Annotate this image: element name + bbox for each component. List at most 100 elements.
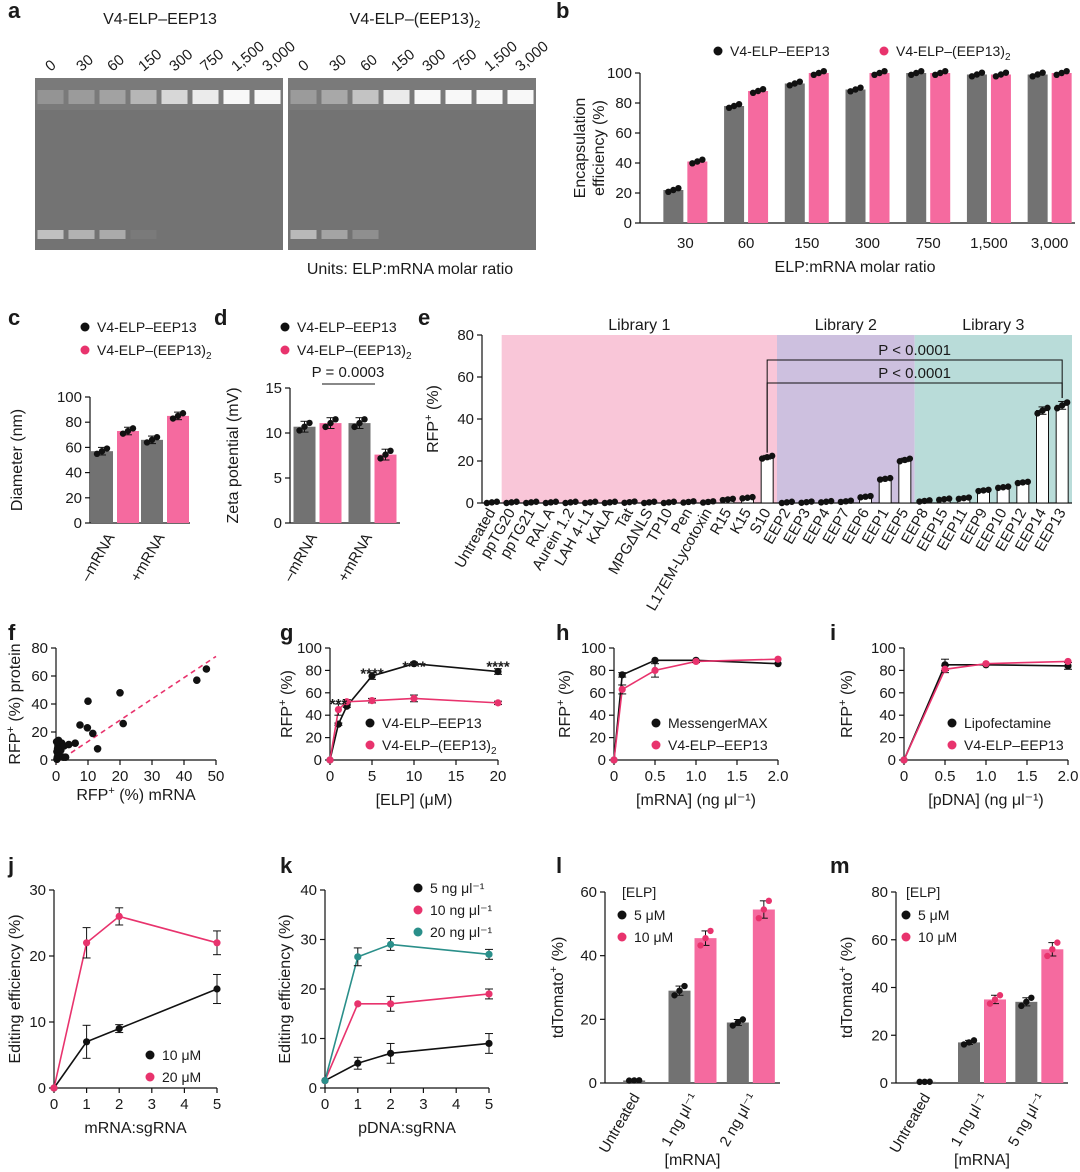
bar <box>141 439 163 523</box>
legend-item-marker <box>280 345 290 355</box>
gel-well-band <box>445 90 472 104</box>
bar <box>1036 410 1049 504</box>
data-point <box>758 455 766 462</box>
data-point <box>803 498 810 506</box>
data-point <box>689 160 696 167</box>
data-point <box>960 1041 968 1048</box>
data-point <box>676 987 683 994</box>
data-point <box>822 498 830 505</box>
data-point <box>739 1016 747 1023</box>
legend-item-marker <box>280 322 290 332</box>
data-point <box>522 499 530 507</box>
data-point <box>301 423 308 430</box>
data-point <box>937 69 944 77</box>
data-point <box>921 1078 928 1086</box>
y-tick-label: 80 <box>31 640 48 657</box>
bar <box>167 415 189 523</box>
x-tick-label: 5 ng μl⁻¹ <box>1005 1090 1049 1149</box>
y-tick-label: 20 <box>65 490 82 507</box>
panel-letter-m: m <box>830 853 850 878</box>
legend-item: V4-ELP–(EEP13)2 <box>382 737 497 757</box>
gel-free-mrna-band <box>321 230 348 239</box>
x-tick-label: 10 <box>80 768 97 785</box>
legend-item: 20 ng μl⁻¹ <box>430 924 492 940</box>
significance-bracket <box>766 382 1063 453</box>
gel-lane-label: 0 <box>295 57 312 75</box>
gel-lane-label: 150 <box>388 46 418 75</box>
data-point <box>881 475 889 483</box>
data-point <box>926 497 933 504</box>
data-point <box>645 499 653 506</box>
x-axis-label: [mRNA] <box>954 1152 1010 1169</box>
y-tick-label: 0 <box>589 1075 597 1092</box>
bar <box>663 190 684 223</box>
data-point <box>1039 407 1046 414</box>
data-point <box>368 672 376 680</box>
legend-title: [ELP] <box>906 884 940 900</box>
data-point <box>377 455 384 462</box>
data-point <box>968 73 976 80</box>
y-tick-label: 0 <box>880 1075 888 1092</box>
x-tick-label: +mRNA <box>335 531 376 585</box>
y-tick-label: 20 <box>580 1011 597 1028</box>
bar <box>1027 74 1048 223</box>
data-point <box>494 699 502 707</box>
y-tick-label: 0 <box>466 495 474 512</box>
data-point <box>699 499 707 506</box>
panel-letter-l: l <box>556 853 562 878</box>
legend-item-marker <box>617 910 627 920</box>
data-point <box>1058 69 1065 77</box>
y-tick-label: 30 <box>300 932 317 949</box>
data-point <box>749 493 756 501</box>
data-point <box>935 496 943 504</box>
data-point <box>709 498 717 505</box>
data-point <box>1044 404 1051 412</box>
data-point <box>361 416 368 423</box>
y-axis-label: RFP+ (%) protein <box>5 643 24 764</box>
panel-letter-b: b <box>556 0 569 23</box>
y-tick-label: 80 <box>305 662 322 679</box>
gel-well-band <box>130 90 157 104</box>
significance-stars: *** <box>330 696 348 713</box>
data-point <box>61 753 70 761</box>
y-tick-label: 15 <box>265 380 282 397</box>
gel-title-right: V4-ELP–(EEP13)2 <box>350 11 481 31</box>
x-tick-label: 10 <box>406 768 423 785</box>
data-point <box>1028 994 1035 1001</box>
data-point <box>970 1037 978 1044</box>
y-tick-label: 0 <box>38 1080 46 1097</box>
data-point <box>611 498 619 505</box>
legend-item-marker <box>413 883 423 893</box>
legend-item: V4-ELP–(EEP13)2 <box>896 43 1011 63</box>
x-tick-label: 20 <box>490 768 507 785</box>
y-tick-label: 60 <box>65 439 82 456</box>
data-point <box>119 430 127 437</box>
legend-item: 5 μM <box>918 907 949 923</box>
y-axis-label: RFP+ (%) <box>837 670 856 738</box>
data-point <box>71 739 79 747</box>
x-tick-label: 5 <box>368 768 376 785</box>
legend-item-marker <box>901 910 911 920</box>
panel-letter-g: g <box>280 620 293 645</box>
y-tick-label: 80 <box>871 884 888 901</box>
y-axis-label: Editing efficiency (%) <box>277 914 294 1063</box>
gel-well-band <box>254 90 281 104</box>
data-point <box>985 486 992 493</box>
data-point <box>926 1078 933 1085</box>
bar <box>293 426 316 523</box>
data-point <box>665 499 673 506</box>
legend-item-marker <box>651 718 661 728</box>
legend-item-marker <box>413 927 423 937</box>
x-tick-label: 750 <box>916 235 941 252</box>
y-tick-label: 60 <box>589 685 606 702</box>
data-point <box>1064 657 1072 666</box>
legend-item: V4-ELP–EEP13 <box>382 715 482 731</box>
data-point <box>65 740 73 749</box>
y-tick-label: 60 <box>305 685 322 702</box>
y-axis-label: Zeta potential (mV) <box>225 387 242 523</box>
x-tick-label: 30 <box>677 235 694 252</box>
data-point <box>945 495 953 502</box>
legend-item: 5 μM <box>634 907 665 923</box>
data-point <box>148 436 156 444</box>
y-tick-label: 20 <box>871 1027 888 1044</box>
